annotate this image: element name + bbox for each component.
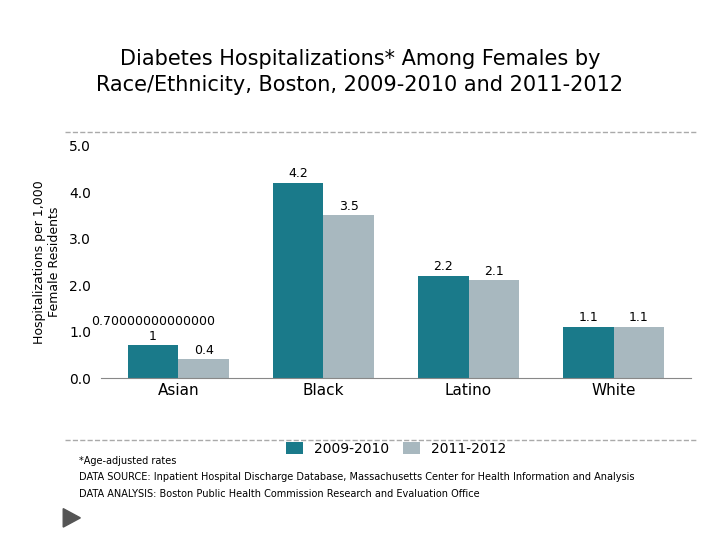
Text: 2.1: 2.1: [484, 265, 504, 278]
Bar: [179, 360, 229, 378]
Text: Diabetes Hospitalizations* Among Females by
Race/Ethnicity, Boston, 2009-2010 an: Diabetes Hospitalizations* Among Females…: [96, 49, 624, 95]
Text: 2.2: 2.2: [433, 260, 453, 273]
Bar: [563, 327, 613, 378]
Polygon shape: [63, 509, 81, 527]
Text: DATA ANALYSIS: Boston Public Health Commission Research and Evaluation Office: DATA ANALYSIS: Boston Public Health Comm…: [79, 489, 480, 499]
Text: 1.1: 1.1: [578, 311, 598, 324]
Y-axis label: Hospitalizations per 1,000
Female Residents: Hospitalizations per 1,000 Female Reside…: [32, 180, 60, 344]
Bar: [418, 276, 469, 378]
Text: 4.2: 4.2: [288, 167, 308, 180]
Bar: [323, 215, 374, 378]
Bar: [273, 183, 323, 378]
Text: 0.4: 0.4: [194, 343, 214, 356]
Bar: [469, 280, 519, 378]
Text: DATA SOURCE: Inpatient Hospital Discharge Database, Massachusetts Center for Hea: DATA SOURCE: Inpatient Hospital Discharg…: [79, 472, 635, 483]
Text: 1.1: 1.1: [629, 311, 649, 324]
Bar: [613, 327, 665, 378]
Legend: 2009-2010, 2011-2012: 2009-2010, 2011-2012: [281, 436, 511, 461]
Text: 3.5: 3.5: [339, 200, 359, 213]
Text: 0.70000000000000
1: 0.70000000000000 1: [91, 315, 215, 343]
Bar: [127, 346, 179, 378]
Text: *Age-adjusted rates: *Age-adjusted rates: [79, 456, 176, 467]
